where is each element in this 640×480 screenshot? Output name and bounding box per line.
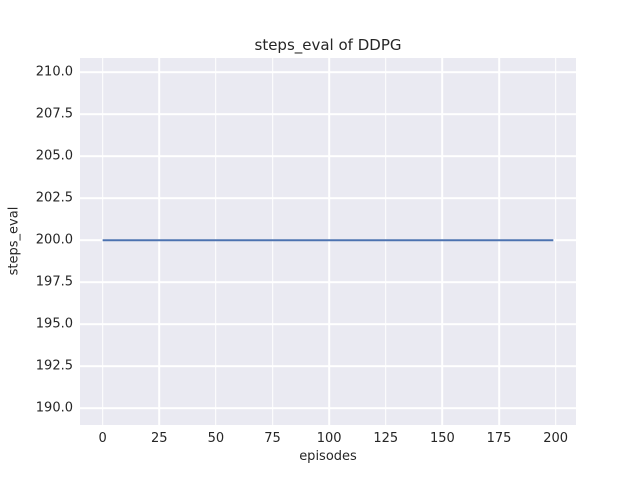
- y-tick-label: 192.5: [35, 358, 73, 374]
- y-tick-label: 205.0: [35, 148, 73, 164]
- x-tick-label: 200: [543, 431, 569, 446]
- vertical-gridline: [554, 58, 557, 425]
- horizontal-gridline: [80, 71, 576, 74]
- y-tick-label: 200.0: [35, 232, 73, 248]
- vertical-gridline: [158, 58, 161, 425]
- vertical-gridline: [498, 58, 500, 425]
- vertical-gridline: [328, 58, 330, 425]
- x-tick-label: 25: [150, 431, 168, 446]
- x-tick-label: 175: [486, 431, 512, 446]
- horizontal-gridline: [80, 113, 576, 116]
- x-tick-label: 0: [98, 431, 107, 446]
- x-tick-label: 50: [207, 431, 225, 446]
- y-tick-label: 197.5: [35, 274, 73, 290]
- y-tick-label: 210.0: [35, 64, 73, 80]
- horizontal-gridline: [80, 365, 576, 367]
- x-tick-label: 100: [316, 431, 342, 446]
- horizontal-gridline: [80, 155, 576, 158]
- plot-area: [80, 58, 576, 425]
- x-tick-label: 75: [264, 431, 281, 446]
- y-tick-label: 207.5: [35, 106, 73, 122]
- vertical-gridline: [215, 58, 217, 425]
- y-tick-label: 190.0: [35, 400, 73, 416]
- y-tick-label: 195.0: [35, 316, 73, 332]
- horizontal-gridline: [80, 407, 576, 409]
- horizontal-gridline: [80, 197, 576, 200]
- vertical-gridline: [441, 58, 444, 425]
- vertical-gridline: [101, 58, 104, 425]
- x-tick-label: 150: [429, 431, 455, 446]
- vertical-gridline: [384, 58, 387, 425]
- horizontal-gridline: [80, 281, 576, 284]
- vertical-gridline: [271, 58, 274, 425]
- x-axis-label: episodes: [299, 449, 357, 464]
- x-tick-label: 125: [373, 431, 399, 446]
- series-layer: [102, 239, 554, 242]
- y-tick-label: 202.5: [35, 190, 73, 206]
- chart-title: steps_eval of DDPG: [254, 36, 402, 54]
- horizontal-gridline: [80, 323, 576, 326]
